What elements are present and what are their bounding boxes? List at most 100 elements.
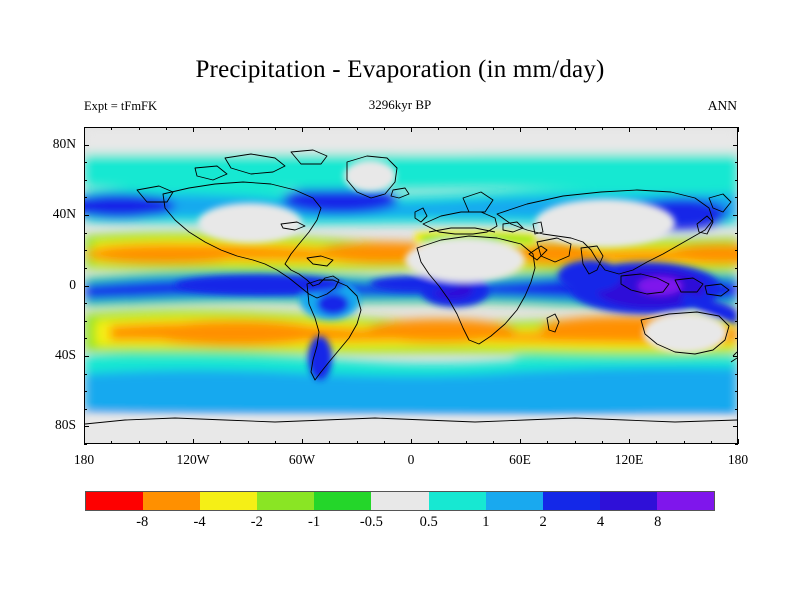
y-axis-minor-tick [84, 355, 87, 357]
y-axis-minor-tick [735, 320, 738, 322]
x-axis-tick-label: 60E [509, 452, 531, 467]
y-axis-minor-tick [84, 215, 87, 217]
colorbar-band[interactable] [428, 492, 486, 510]
x-axis-tick-label: 0 [407, 452, 415, 467]
colorbar-band[interactable] [656, 492, 715, 510]
colorbar-band[interactable] [371, 492, 429, 510]
y-axis-minor-tick [735, 408, 738, 410]
y-axis-minor-tick [735, 127, 738, 128]
colorbar-tick-label: 2 [539, 514, 547, 530]
x-axis-minor-tick [629, 127, 630, 130]
x-axis-minor-tick [84, 441, 85, 444]
colorbar-band[interactable] [257, 492, 315, 510]
map-field-svg [85, 128, 737, 443]
y-axis-minor-tick [84, 144, 87, 146]
x-axis-minor-tick [138, 441, 140, 444]
colorbar-tick-label: -2 [250, 514, 263, 530]
x-axis-minor-tick [465, 127, 467, 130]
x-axis-minor-tick [601, 127, 603, 130]
colorbar-tick-label: 0.5 [419, 514, 438, 530]
y-axis-tick-label: 0 [69, 276, 76, 292]
colorbar-band[interactable] [599, 492, 657, 510]
colorbar-band[interactable] [485, 492, 543, 510]
x-axis-minor-tick [656, 441, 658, 444]
y-axis-tick-label: 40N [52, 206, 76, 222]
x-axis-minor-tick [220, 441, 222, 444]
y-axis-minor-tick [84, 426, 87, 428]
y-axis-minor-tick [735, 355, 738, 357]
x-axis-tick-label: 60W [288, 452, 316, 467]
x-axis-minor-tick [84, 127, 85, 130]
x-axis-minor-tick [547, 441, 549, 444]
x-axis-tick-label: 180 [727, 452, 749, 467]
y-axis-minor-tick [84, 197, 87, 199]
y-axis-minor-tick [84, 320, 87, 322]
colorbar-tick-label: 8 [654, 514, 662, 530]
x-axis-minor-tick [520, 127, 521, 130]
y-axis-minor-tick [84, 267, 87, 269]
x-axis-minor-tick [629, 441, 630, 444]
x-axis-minor-tick [738, 441, 739, 444]
y-axis-minor-tick [84, 373, 87, 375]
y-axis-minor-tick [735, 232, 738, 234]
y-axis-minor-tick [735, 179, 738, 181]
x-axis-minor-tick [138, 127, 140, 130]
x-axis-minor-tick [193, 127, 194, 130]
colorbar-tick-label: -8 [136, 514, 149, 530]
x-axis-minor-tick [438, 127, 440, 130]
colorbar-tick-label: -1 [308, 514, 321, 530]
x-axis-minor-tick [738, 127, 739, 130]
y-axis-minor-tick [735, 162, 738, 164]
x-axis-minor-tick [165, 127, 167, 130]
y-axis-minor-tick [735, 144, 738, 146]
y-axis-minor-tick [84, 408, 87, 410]
colorbar-band[interactable] [200, 492, 258, 510]
period-label: 3296kyr BP [368, 97, 432, 112]
x-axis-minor-tick [165, 441, 167, 444]
x-axis-minor-tick [438, 441, 440, 444]
x-axis-tick-label: 120E [614, 452, 644, 467]
colorbar-tick-label: 4 [596, 514, 605, 530]
y-axis-tick-label: 80N [52, 135, 76, 151]
y-axis-tick-label: 80S [54, 417, 76, 433]
x-axis-minor-tick [465, 441, 467, 444]
x-axis-minor-tick [111, 441, 113, 444]
colorbar-band[interactable] [314, 492, 372, 510]
colorbar-band[interactable] [542, 492, 600, 510]
x-axis-minor-tick [411, 441, 412, 444]
y-axis-minor-tick [84, 338, 87, 340]
y-axis-minor-tick [84, 232, 87, 234]
y-axis-minor-tick [735, 391, 738, 393]
y-axis-minor-tick [735, 285, 738, 287]
x-axis-minor-tick [656, 127, 658, 130]
season-label: ANN [707, 98, 737, 113]
x-axis-minor-tick [274, 127, 276, 130]
map-plot-area [84, 127, 738, 444]
colorbar-band[interactable] [86, 492, 144, 510]
x-axis-tick-label: 120W [176, 452, 210, 467]
y-axis-minor-tick [735, 373, 738, 375]
y-axis-minor-tick [735, 267, 738, 269]
x-axis-minor-tick [547, 127, 549, 130]
colorbar-band[interactable] [143, 492, 201, 510]
x-axis-tick-label: 180 [73, 452, 95, 467]
x-axis-minor-tick [329, 441, 331, 444]
x-axis-minor-tick [492, 441, 494, 444]
page-title: Precipitation - Evaporation (in mm/day) [195, 56, 605, 83]
x-axis-minor-tick [574, 441, 576, 444]
x-axis-minor-tick [683, 127, 685, 130]
x-axis-minor-tick [411, 127, 412, 130]
y-axis-minor-tick [735, 426, 738, 428]
colorbar-tick-label: -4 [193, 514, 206, 530]
colorbar[interactable] [85, 491, 715, 511]
x-axis-minor-tick [193, 441, 194, 444]
x-axis-minor-tick [383, 127, 385, 130]
experiment-label: Expt = tFmFK [84, 99, 158, 113]
x-axis-minor-tick [356, 127, 358, 130]
y-axis-minor-tick [735, 215, 738, 217]
x-axis-minor-tick [111, 127, 113, 130]
y-axis-minor-tick [735, 444, 738, 445]
y-axis-minor-tick [84, 127, 87, 128]
y-axis-tick-label: 40S [54, 346, 76, 362]
x-axis-minor-tick [492, 127, 494, 130]
